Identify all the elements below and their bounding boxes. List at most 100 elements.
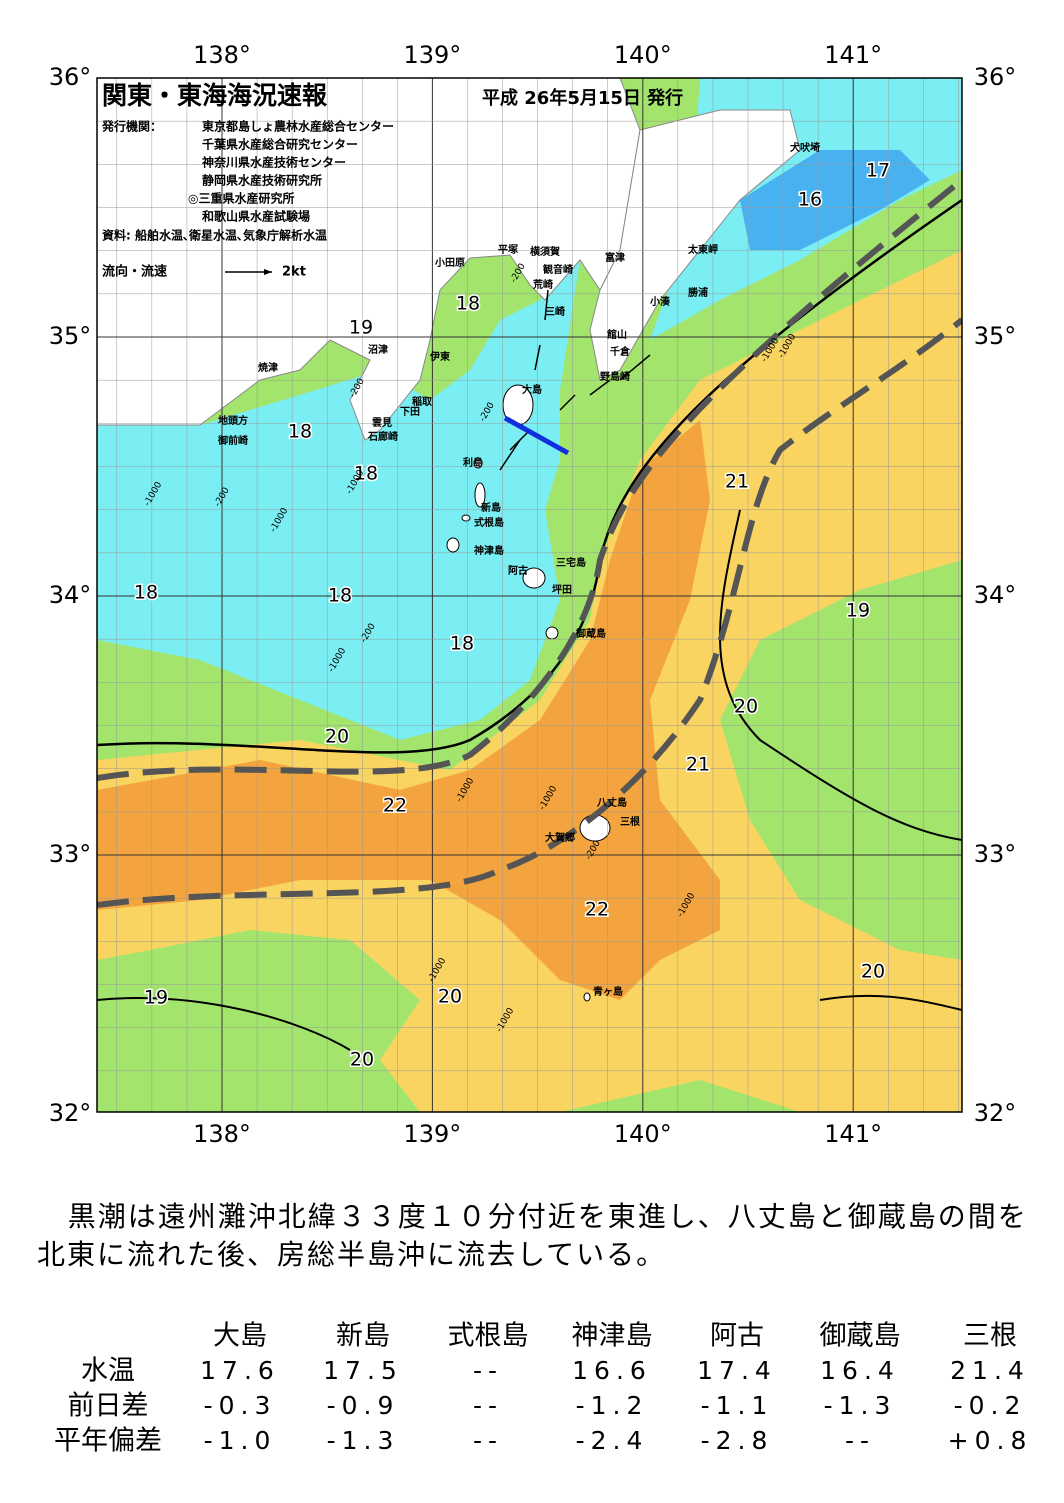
- table-cell: 16.6: [572, 1356, 652, 1385]
- table-cell: -2.8: [701, 1426, 774, 1455]
- place-name: 三崎: [545, 305, 565, 318]
- lon-label: 141°: [824, 1120, 882, 1148]
- table-header: 阿古: [710, 1321, 764, 1352]
- title: 関東・東海海況速報: [102, 81, 328, 110]
- temperature-label: 20: [350, 1049, 374, 1071]
- table-cell: -1.3: [824, 1391, 897, 1420]
- lat-label: 36°: [49, 63, 92, 91]
- temperature-label: 18: [134, 582, 158, 604]
- table-cell: --: [473, 1391, 503, 1420]
- temperature-label: 18: [354, 463, 378, 485]
- temperature-label: 22: [585, 899, 609, 921]
- temperature-label: 20: [861, 961, 885, 983]
- lat-label: 33°: [49, 840, 92, 868]
- place-name: 阿古: [508, 564, 528, 577]
- lon-label: 139°: [403, 1120, 461, 1148]
- issuer: 和歌山県水産試験場: [201, 209, 310, 224]
- issuer: 神奈川県水産技術センター: [202, 155, 346, 170]
- place-name: 横須賀: [530, 245, 560, 258]
- table-cell: 16.4: [820, 1356, 900, 1385]
- place-name: 地頭方: [218, 414, 248, 427]
- lon-label: 140°: [614, 41, 672, 69]
- place-name: 小田原: [434, 256, 465, 269]
- place-name: 大島: [522, 383, 542, 396]
- legend-scale: 2kt: [282, 265, 306, 280]
- table-cell: -1.1: [701, 1391, 774, 1420]
- table-cell: -1.3: [327, 1426, 400, 1455]
- table-cell: -0.3: [204, 1391, 277, 1420]
- lon-label: 138°: [193, 1120, 251, 1148]
- table-cell: -0.2: [954, 1391, 1027, 1420]
- place-name: 富津: [605, 251, 625, 264]
- date: 平成 26年5月15日 発行: [482, 87, 683, 109]
- table-header: 三根: [963, 1321, 1017, 1352]
- issuer: ◎三重県水産研究所: [188, 191, 294, 206]
- temperature-label: 19: [144, 987, 168, 1009]
- place-name: 御前崎: [217, 434, 248, 447]
- lat-label: 35°: [49, 322, 92, 350]
- lon-label: 139°: [403, 41, 461, 69]
- table-cell: --: [473, 1426, 503, 1455]
- place-name: 利島: [463, 456, 483, 469]
- place-name: 勝浦: [688, 286, 708, 299]
- lon-label: 141°: [824, 41, 882, 69]
- lon-label: 138°: [193, 41, 251, 69]
- table-cell: +0.8: [948, 1426, 1033, 1455]
- temperature-label: 18: [328, 585, 352, 607]
- source: 資料: 船舶水温､衛星水温､気象庁解析水温: [102, 228, 327, 243]
- legend-label: 流向・流速: [102, 264, 167, 280]
- table-header: 御蔵島: [820, 1321, 901, 1352]
- place-name: 三根: [620, 815, 640, 828]
- summary: 黒潮は遠州灘沖北緯３３度１０分付近を東進し、八丈島と御蔵島の間を北東に流れた後、…: [37, 1200, 1028, 1271]
- place-name: 沼津: [368, 343, 388, 356]
- place-name: 太東岬: [687, 243, 718, 256]
- temperature-label: 21: [725, 471, 749, 493]
- place-name: 雲見: [372, 417, 392, 429]
- place-name: 犬吠埼: [790, 141, 820, 154]
- place-name: 千倉: [610, 345, 631, 358]
- survey-track: [503, 415, 570, 456]
- place-name: 三宅島: [556, 556, 586, 569]
- place-name: 稲取: [412, 395, 433, 408]
- issuer: 千葉県水産総合研究センター: [202, 137, 358, 152]
- lat-label: 32°: [974, 1099, 1017, 1127]
- place-name: 八丈島: [596, 796, 627, 809]
- warm-water: [97, 250, 962, 1112]
- temperature-label: 18: [456, 293, 480, 315]
- row-label: 前日差: [68, 1391, 149, 1422]
- temperature-label: 17: [866, 160, 890, 182]
- temperature-label: 20: [325, 726, 349, 748]
- issuer-label: 発行機関：: [101, 119, 162, 134]
- place-name: 伊東: [429, 350, 450, 363]
- place-name: 青ヶ島: [593, 985, 623, 998]
- temperature-label: 18: [288, 421, 312, 443]
- lat-label: 33°: [974, 840, 1017, 868]
- current-arrows: [499, 289, 651, 471]
- temperature-label: 18: [450, 633, 474, 655]
- map: [97, 78, 962, 1112]
- temperature-label: 19: [846, 600, 870, 622]
- issuer: 東京都島しょ農林水産総合センター: [202, 119, 394, 134]
- temperature-label: 20: [734, 696, 758, 718]
- table-cell: -1.0: [204, 1426, 277, 1455]
- table-header: 大島: [213, 1321, 267, 1352]
- place-name: 荒崎: [532, 278, 553, 291]
- temperature-label: 19: [349, 317, 373, 339]
- map-frame: [96, 77, 963, 1113]
- lat-label: 34°: [49, 581, 92, 609]
- place-name: 館山: [606, 328, 627, 341]
- place-name: 式根島: [474, 516, 504, 529]
- row-label: 平年偏差: [54, 1426, 162, 1457]
- table-cell: 17.4: [697, 1356, 777, 1385]
- kuroshio-axis: [97, 177, 962, 908]
- place-name: 御蔵島: [575, 627, 606, 640]
- temperature-label: 20: [438, 986, 462, 1008]
- labels: 138° 138° 139° 139° 140° 140° 141° 141° 36° 36° 35…: [49, 41, 1033, 1457]
- place-name: 新島: [481, 501, 501, 514]
- table-header: 神津島: [572, 1321, 653, 1352]
- table-cell: 21.4: [950, 1356, 1030, 1385]
- table-cell: 17.5: [323, 1356, 403, 1385]
- table-cell: -1.2: [576, 1391, 649, 1420]
